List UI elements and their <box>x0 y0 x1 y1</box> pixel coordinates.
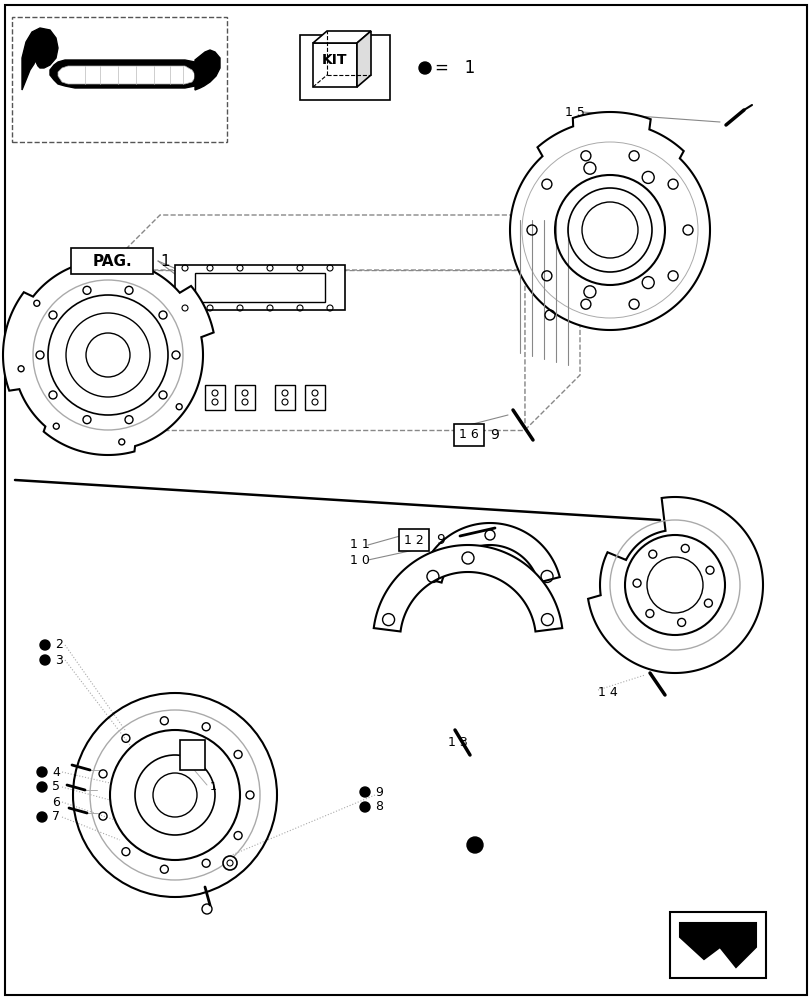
Text: 9: 9 <box>489 428 498 442</box>
Circle shape <box>37 767 47 777</box>
Polygon shape <box>175 265 345 310</box>
Polygon shape <box>58 66 195 84</box>
Text: 4: 4 <box>52 766 60 778</box>
Text: 3: 3 <box>55 654 62 666</box>
Polygon shape <box>3 260 213 455</box>
Text: 1: 1 <box>160 253 169 268</box>
Text: 2: 2 <box>55 638 62 652</box>
Polygon shape <box>420 523 559 583</box>
FancyBboxPatch shape <box>71 248 152 274</box>
Circle shape <box>223 856 237 870</box>
Text: 1 2: 1 2 <box>404 534 423 546</box>
Polygon shape <box>312 43 357 87</box>
Text: PAG.: PAG. <box>92 253 131 268</box>
Text: 1 4: 1 4 <box>597 686 617 700</box>
Text: 9: 9 <box>375 786 383 798</box>
Polygon shape <box>509 112 709 330</box>
Circle shape <box>40 655 50 665</box>
Text: 1 1: 1 1 <box>350 538 369 552</box>
Circle shape <box>466 837 483 853</box>
FancyBboxPatch shape <box>398 529 428 551</box>
Circle shape <box>359 802 370 812</box>
Circle shape <box>418 62 431 74</box>
Polygon shape <box>204 385 225 410</box>
Circle shape <box>37 812 47 822</box>
Polygon shape <box>105 215 579 270</box>
Polygon shape <box>105 270 525 430</box>
Text: 1 6: 1 6 <box>458 428 478 442</box>
Text: KIT: KIT <box>322 53 347 67</box>
Text: 6: 6 <box>52 795 60 808</box>
Text: 1 3: 1 3 <box>448 736 467 750</box>
FancyBboxPatch shape <box>453 424 483 446</box>
Polygon shape <box>234 385 255 410</box>
Text: 9: 9 <box>436 533 444 547</box>
Polygon shape <box>275 385 294 410</box>
Polygon shape <box>305 385 324 410</box>
Text: 1 5: 1 5 <box>564 106 584 119</box>
Polygon shape <box>312 31 371 43</box>
Circle shape <box>37 782 47 792</box>
Text: 5: 5 <box>52 780 60 793</box>
Polygon shape <box>195 273 324 302</box>
Polygon shape <box>22 28 58 90</box>
Polygon shape <box>50 60 200 88</box>
Polygon shape <box>299 35 389 100</box>
Polygon shape <box>5 5 806 995</box>
Polygon shape <box>373 545 561 631</box>
Polygon shape <box>679 923 755 967</box>
Text: 8: 8 <box>375 800 383 813</box>
Polygon shape <box>525 215 579 430</box>
Text: 7: 7 <box>52 810 60 823</box>
Polygon shape <box>195 50 220 90</box>
Bar <box>12 17 227 142</box>
Text: 1: 1 <box>210 782 217 792</box>
Text: =   1: = 1 <box>435 59 474 77</box>
Circle shape <box>40 640 50 650</box>
Polygon shape <box>180 740 204 770</box>
Text: 1 0: 1 0 <box>350 554 370 566</box>
Polygon shape <box>357 31 371 87</box>
Polygon shape <box>669 912 765 978</box>
Circle shape <box>359 787 370 797</box>
Polygon shape <box>587 497 762 673</box>
